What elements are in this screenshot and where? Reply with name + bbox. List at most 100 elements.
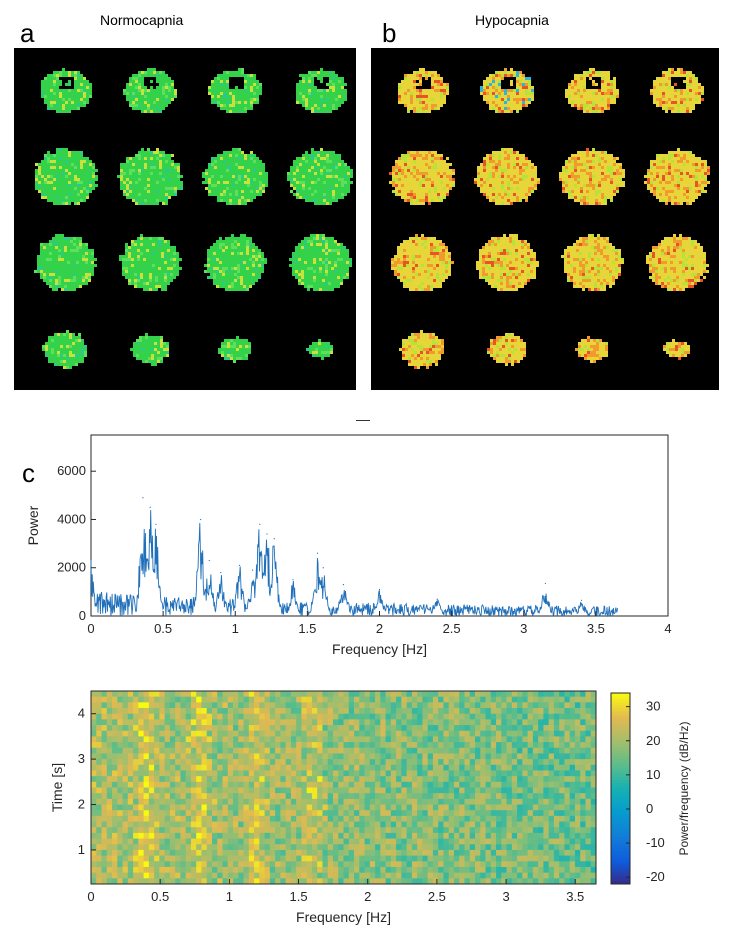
y-axis-label: Time [s] xyxy=(49,763,65,812)
power-spectrum-chart: 0 0.5 1 1.5 2 2.5 3 3.5 4 0 2000 4000 6000 Frequency … xyxy=(25,434,672,657)
spectrum-peak xyxy=(251,569,254,571)
spectrum-peak xyxy=(208,559,210,562)
colorbar-tick-label: 10 xyxy=(646,767,660,782)
brain-slice xyxy=(474,148,540,205)
y-tick-label: 4000 xyxy=(57,511,86,526)
colorbar-tick-label: 20 xyxy=(646,733,660,748)
brain-slice xyxy=(35,148,98,205)
hypocapnia-slices xyxy=(389,68,710,369)
spectrum-peak xyxy=(142,497,144,499)
brain-slice xyxy=(287,148,353,205)
brain-slice xyxy=(123,68,177,113)
spectrogram-chart: 0 0.5 1 1.5 2 2.5 3 3.5 1 2 3 4 Frequency [Hz] Time [… xyxy=(49,690,691,925)
x-tick-label: 0 xyxy=(87,621,94,636)
brain-slice xyxy=(398,68,449,113)
brain-slice xyxy=(663,339,690,360)
spectrum-peak xyxy=(149,506,151,508)
x-tick-label: 2.5 xyxy=(428,889,446,904)
x-tick-label: 2.5 xyxy=(443,621,461,636)
x-tick-label: 2 xyxy=(376,621,383,636)
y-tick-label: 2 xyxy=(78,797,85,812)
colorbar-box xyxy=(610,692,631,885)
normocapnia-slices xyxy=(34,68,353,369)
spectrum-peak xyxy=(90,559,92,562)
spectrum-peak xyxy=(342,584,345,586)
colorbar-tick-label: 30 xyxy=(646,699,660,714)
brain-slice xyxy=(289,234,352,291)
x-tick-label: 4 xyxy=(664,621,671,636)
x-tick-label: 1 xyxy=(232,621,239,636)
brain-slice xyxy=(208,68,262,113)
brain-slice xyxy=(650,68,704,113)
brain-slice xyxy=(41,68,92,113)
x-tick-label: 0 xyxy=(87,889,94,904)
spectrum-peak xyxy=(580,599,583,601)
brain-slice xyxy=(565,68,619,113)
y-tick-label: 4 xyxy=(78,706,85,721)
brain-slice xyxy=(130,333,169,366)
panel-title-normocapnia: Normocapnia xyxy=(100,12,184,28)
brain-slice xyxy=(399,330,444,369)
y-tick-label: 1 xyxy=(78,842,85,857)
brain-slice xyxy=(561,234,624,291)
separator-dash xyxy=(356,420,370,421)
x-axis-label: Frequency [Hz] xyxy=(332,641,427,657)
brain-slice xyxy=(480,68,534,113)
brain-slice xyxy=(476,234,539,291)
spectrum-peak xyxy=(322,567,324,569)
spectrum-peak xyxy=(544,582,546,585)
x-tick-label: 3.5 xyxy=(587,621,605,636)
brain-slice xyxy=(646,234,709,291)
y-axis-label: Power xyxy=(25,505,41,545)
spectrum-peak xyxy=(378,588,381,591)
x-tick-label: 1.5 xyxy=(289,889,307,904)
spectrum-peak xyxy=(436,598,438,600)
brain-slice xyxy=(204,234,267,291)
x-axis-label: Frequency [Hz] xyxy=(296,909,391,925)
spectrum-peak xyxy=(316,552,319,554)
brain-slice xyxy=(389,151,455,205)
spectrum-axes-box xyxy=(90,434,669,617)
spectrogram-cells xyxy=(91,691,597,885)
colorbar-tick-label: -10 xyxy=(646,835,665,850)
brain-slice xyxy=(306,339,333,360)
brain-slice xyxy=(644,148,710,205)
colorbar xyxy=(611,693,630,885)
brain-slice xyxy=(117,148,183,205)
spectrum-peak xyxy=(292,579,294,581)
brain-slice xyxy=(42,330,87,369)
spectrum-peak xyxy=(220,571,222,574)
brain-slice xyxy=(296,68,347,113)
spectrogram-axes-box xyxy=(90,690,597,885)
spectrum-peak xyxy=(259,523,261,525)
brain-slice xyxy=(487,333,526,366)
brain-slice xyxy=(575,336,608,363)
brain-slice xyxy=(119,234,182,291)
x-tick-label: 0.5 xyxy=(151,889,169,904)
spectrum-peak xyxy=(266,533,268,535)
x-tick-label: 2 xyxy=(364,889,371,904)
spectrum-peak xyxy=(238,564,241,566)
brain-slice xyxy=(559,148,625,205)
panel-title-hypocapnia: Hypocapnia xyxy=(475,12,549,28)
brain-slice xyxy=(34,234,97,291)
x-tick-label: 1 xyxy=(226,889,233,904)
panel-label-b: b xyxy=(382,18,397,48)
spectrum-peak xyxy=(155,523,157,525)
y-tick-label: 0 xyxy=(79,608,86,623)
y-tick-label: 2000 xyxy=(57,560,86,575)
x-tick-label: 0.5 xyxy=(154,621,172,636)
colorbar-tick-label: -20 xyxy=(646,869,665,884)
colorbar-label: Power/frequency (dB/Hz) xyxy=(677,721,691,855)
series-line-power xyxy=(90,509,618,618)
colorbar-tick-label: 0 xyxy=(646,801,653,816)
x-tick-label: 3 xyxy=(502,889,509,904)
normocapnia-brain-maps xyxy=(14,48,356,390)
x-tick-label: 3 xyxy=(520,621,527,636)
hypocapnia-brain-maps xyxy=(371,48,719,390)
y-tick-label: 6000 xyxy=(57,463,86,478)
panel-label-a: a xyxy=(20,18,35,48)
panel-label-c: c xyxy=(22,458,35,488)
brain-slice xyxy=(218,336,251,363)
spectrum-peak xyxy=(273,538,275,540)
